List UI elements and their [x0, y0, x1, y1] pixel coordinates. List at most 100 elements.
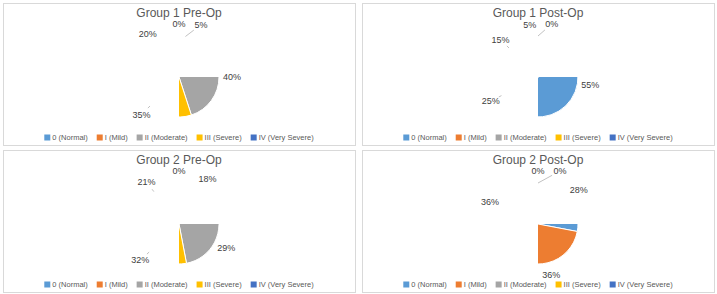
legend-item: III (Severe) — [556, 133, 602, 142]
legend-swatch — [403, 135, 409, 141]
data-label: 18% — [198, 174, 216, 184]
legend-item: III (Severe) — [197, 280, 243, 289]
panel-frame — [363, 4, 715, 146]
pie: 0%5%40%35%20% — [133, 19, 241, 119]
legend-label: IV (Very Severe) — [259, 280, 315, 289]
pie: 55%25%15%5%0% — [482, 19, 600, 117]
legend-label: III (Severe) — [205, 133, 243, 142]
legend-swatch — [137, 282, 143, 288]
legend-swatch — [251, 282, 257, 288]
legend-label: 0 (Normal) — [52, 133, 88, 142]
legend-label: I (Mild) — [105, 280, 128, 289]
legend-label: III (Severe) — [564, 280, 602, 289]
chart-panel: Group 1 Pre-Op0%5%40%35%20%0 (Normal)I (… — [4, 4, 356, 146]
slices — [538, 224, 578, 264]
legend-item: III (Severe) — [556, 280, 602, 289]
legend-swatch — [44, 282, 50, 288]
legend-swatch — [456, 135, 462, 141]
legend-item: I (Mild) — [456, 133, 487, 142]
legend-item: 0 (Normal) — [403, 280, 447, 289]
legend-item: II (Moderate) — [496, 280, 547, 289]
legend: 0 (Normal) I (Mild) II (Moderate) III (Seve… — [44, 280, 314, 289]
legend-item: 0 (Normal) — [403, 133, 447, 142]
legend-swatch — [403, 282, 409, 288]
legend-swatch — [610, 135, 616, 141]
data-label: 36% — [542, 270, 560, 280]
slices — [538, 77, 578, 117]
data-label: 29% — [217, 243, 235, 253]
pie-slice — [179, 77, 191, 117]
panel-frame — [4, 151, 356, 293]
legend-label: I (Mild) — [105, 133, 128, 142]
data-label: 15% — [492, 35, 510, 45]
legend-item: IV (Very Severe) — [251, 133, 315, 142]
legend-label: II (Moderate) — [504, 280, 547, 289]
legend-label: III (Severe) — [205, 280, 243, 289]
data-label: 0% — [531, 166, 544, 176]
legend-label: I (Mild) — [464, 133, 487, 142]
legend-item: II (Moderate) — [137, 280, 188, 289]
data-label: 40% — [223, 72, 241, 82]
legend: 0 (Normal) I (Mild) II (Moderate) III (Seve… — [403, 280, 673, 289]
legend-label: 0 (Normal) — [52, 280, 88, 289]
legend-item: IV (Very Severe) — [251, 280, 315, 289]
legend-swatch — [496, 282, 502, 288]
legend-item: IV (Very Severe) — [610, 133, 674, 142]
legend-label: III (Severe) — [564, 133, 602, 142]
legend-label: IV (Very Severe) — [618, 280, 674, 289]
leader-line — [538, 30, 545, 36]
chart-panel: Group 1 Post-Op55%25%15%5%0%0 (Normal)I … — [363, 4, 715, 146]
legend-label: II (Moderate) — [504, 133, 547, 142]
legend: 0 (Normal) I (Mild) II (Moderate) III (Seve… — [44, 133, 314, 142]
data-label: 5% — [523, 20, 536, 30]
panel-frame — [4, 4, 356, 146]
chart-panel: Group 2 Pre-Op0%18%29%32%21%0 (Normal)I … — [4, 151, 356, 293]
data-label: 5% — [194, 20, 207, 30]
legend: 0 (Normal) I (Mild) II (Moderate) III (Seve… — [403, 133, 673, 142]
chart-title: Group 1 Pre-Op — [136, 6, 222, 20]
leader-line — [538, 175, 552, 183]
legend-swatch — [556, 135, 562, 141]
legend-label: 0 (Normal) — [411, 133, 447, 142]
legend-item: II (Moderate) — [137, 133, 188, 142]
legend-item: IV (Very Severe) — [610, 280, 674, 289]
legend-label: II (Moderate) — [145, 133, 188, 142]
legend-swatch — [97, 282, 103, 288]
chart-title: Group 2 Post-Op — [493, 153, 584, 167]
legend-item: II (Moderate) — [496, 133, 547, 142]
pie: 28%36%36%0%0% — [481, 166, 588, 280]
legend-swatch — [97, 135, 103, 141]
data-label: 32% — [131, 255, 149, 265]
chart-title: Group 1 Post-Op — [493, 6, 584, 20]
slices — [179, 77, 219, 117]
legend-swatch — [610, 282, 616, 288]
data-label: 0% — [172, 19, 185, 29]
legend-label: IV (Very Severe) — [259, 133, 315, 142]
legend-swatch — [137, 135, 143, 141]
data-label: 36% — [481, 197, 499, 207]
leader-line — [507, 46, 509, 48]
legend-swatch — [44, 135, 50, 141]
legend-item: I (Mild) — [97, 280, 128, 289]
pie-slice — [179, 224, 186, 264]
leader-line — [147, 252, 149, 254]
legend-swatch — [197, 135, 203, 141]
chart-canvas: Group 1 Pre-Op0%5%40%35%20%0 (Normal)I (… — [0, 0, 717, 294]
leader-line — [148, 106, 150, 108]
leader-line — [152, 189, 154, 191]
legend-item: 0 (Normal) — [44, 280, 88, 289]
legend-label: I (Mild) — [464, 280, 487, 289]
data-label: 0% — [172, 166, 185, 176]
data-label: 0% — [553, 166, 566, 176]
panel-frame — [363, 151, 715, 293]
legend-swatch — [556, 282, 562, 288]
data-label: 21% — [138, 177, 156, 187]
slices — [179, 224, 219, 264]
legend-swatch — [456, 282, 462, 288]
legend-item: I (Mild) — [456, 280, 487, 289]
legend-label: II (Moderate) — [145, 280, 188, 289]
data-label: 0% — [545, 19, 558, 29]
legend-swatch — [496, 135, 502, 141]
data-label: 20% — [139, 29, 157, 39]
chart-panel: Group 2 Post-Op28%36%36%0%0%0 (Normal)I … — [363, 151, 715, 293]
